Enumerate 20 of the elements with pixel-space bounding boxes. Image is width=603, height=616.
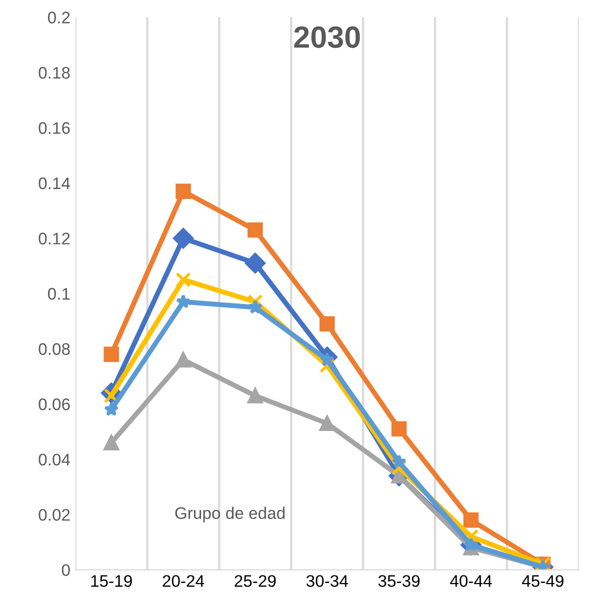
y-tick-label: 0.16 [38,122,70,134]
annotation: Grupo de edad [175,506,285,522]
x-tick-label: 40-44 [450,575,492,587]
y-tick-label: 0.12 [38,232,70,244]
x-tick-label: 35-39 [378,575,420,587]
y-tick-label: 0.08 [38,343,70,355]
x-tick-label: 25-29 [234,575,276,587]
y-tick-label: 0.14 [38,177,70,190]
x-tick-label: 30-34 [306,575,348,587]
chart-title: 2030 [294,26,360,48]
y-tick-label: 0 [62,564,70,576]
y-tick-label: 0.2 [48,12,70,24]
y-tick-label: 0.18 [38,66,70,79]
y-tick-label: 0.04 [38,454,70,466]
x-tick-label: 20-24 [162,575,204,587]
x-tick-label: 45-49 [522,575,564,587]
y-tick-label: 0.06 [38,398,70,410]
y-tick-label: 0.1 [48,288,70,300]
x-tick-label: 15-19 [91,575,132,587]
y-tick-label: 0.02 [38,508,70,521]
